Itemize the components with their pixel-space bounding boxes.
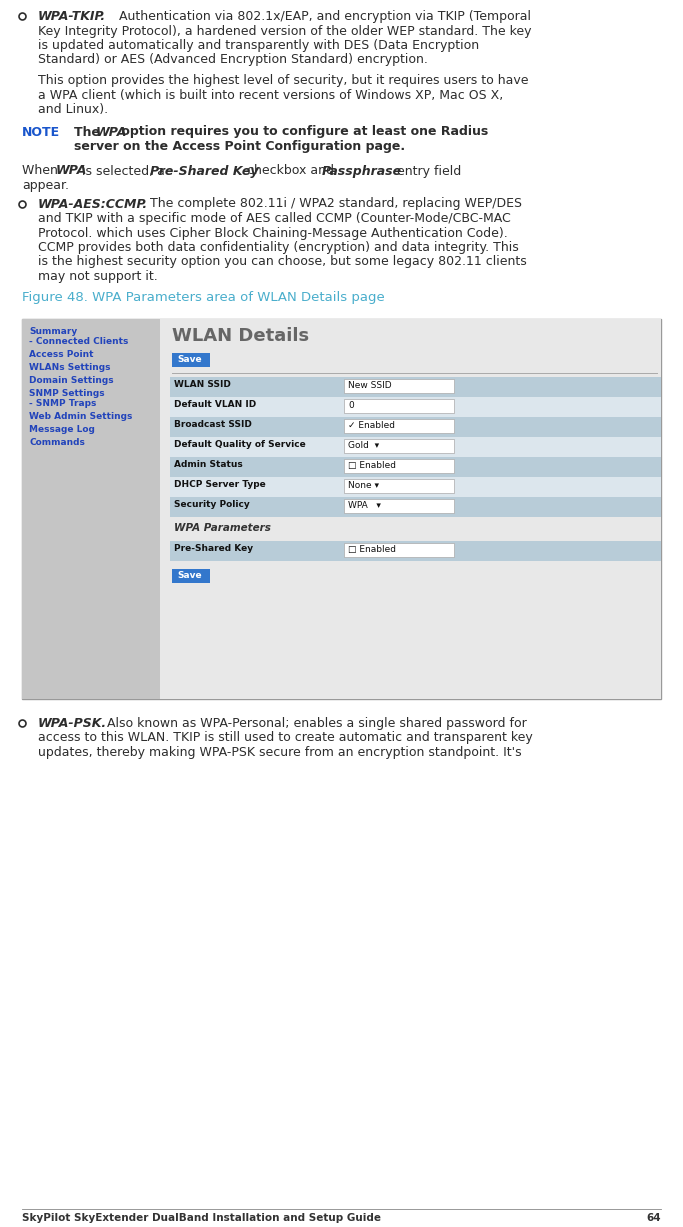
Bar bbox=[344, 459, 454, 472]
Bar bbox=[170, 377, 661, 398]
Text: Summary: Summary bbox=[29, 328, 77, 336]
Text: 0: 0 bbox=[348, 401, 354, 410]
Text: Pre-Shared Key: Pre-Shared Key bbox=[150, 164, 258, 178]
Text: New SSID: New SSID bbox=[348, 382, 391, 390]
Text: The complete 802.11i / WPA2 standard, replacing WEP/DES: The complete 802.11i / WPA2 standard, re… bbox=[146, 198, 522, 211]
Text: SNMP Settings: SNMP Settings bbox=[29, 389, 104, 398]
Text: - Connected Clients: - Connected Clients bbox=[29, 337, 128, 346]
Text: Security Policy: Security Policy bbox=[174, 499, 250, 509]
Bar bbox=[160, 319, 661, 699]
Bar bbox=[344, 499, 454, 513]
Bar bbox=[170, 497, 661, 517]
Text: ✓ Enabled: ✓ Enabled bbox=[348, 421, 395, 429]
Text: Admin Status: Admin Status bbox=[174, 460, 242, 469]
Text: Web Admin Settings: Web Admin Settings bbox=[29, 412, 133, 421]
Bar bbox=[22, 319, 661, 699]
Text: WLANs Settings: WLANs Settings bbox=[29, 363, 111, 372]
Text: Protocol. which uses Cipher Block Chaining-Message Authentication Code).: Protocol. which uses Cipher Block Chaini… bbox=[38, 227, 507, 239]
Text: This option provides the highest level of security, but it requires users to hav: This option provides the highest level o… bbox=[38, 74, 529, 87]
Text: Passphrase: Passphrase bbox=[322, 164, 402, 178]
Text: Authentication via 802.1x/EAP, and encryption via TKIP (Temporal: Authentication via 802.1x/EAP, and encry… bbox=[115, 10, 531, 23]
Text: NOTE: NOTE bbox=[22, 125, 60, 139]
Text: Commands: Commands bbox=[29, 438, 85, 447]
Text: is the highest security option you can choose, but some legacy 802.11 clients: is the highest security option you can c… bbox=[38, 255, 527, 269]
Bar bbox=[170, 398, 661, 417]
Bar bbox=[22, 319, 160, 699]
Text: Standard) or AES (Advanced Encryption Standard) encryption.: Standard) or AES (Advanced Encryption St… bbox=[38, 54, 428, 66]
Text: access to this WLAN. TKIP is still used to create automatic and transparent key: access to this WLAN. TKIP is still used … bbox=[38, 731, 533, 745]
Text: - SNMP Traps: - SNMP Traps bbox=[29, 399, 96, 409]
Bar bbox=[344, 479, 454, 493]
Text: CCMP provides both data confidentiality (encryption) and data integrity. This: CCMP provides both data confidentiality … bbox=[38, 240, 519, 254]
Bar bbox=[344, 379, 454, 393]
Text: Pre-Shared Key: Pre-Shared Key bbox=[174, 544, 253, 553]
Text: WPA-PSK.: WPA-PSK. bbox=[38, 717, 107, 730]
Text: WPA   ▾: WPA ▾ bbox=[348, 501, 381, 510]
Text: entry field: entry field bbox=[393, 164, 461, 178]
Text: Default VLAN ID: Default VLAN ID bbox=[174, 400, 256, 409]
Text: Key Integrity Protocol), a hardened version of the older WEP standard. The key: Key Integrity Protocol), a hardened vers… bbox=[38, 25, 531, 38]
Text: WPA: WPA bbox=[96, 125, 127, 139]
Text: Default Quality of Service: Default Quality of Service bbox=[174, 440, 306, 449]
Text: Access Point: Access Point bbox=[29, 350, 94, 360]
Text: □ Enabled: □ Enabled bbox=[348, 545, 396, 555]
Text: The: The bbox=[74, 125, 104, 139]
Bar bbox=[344, 399, 454, 413]
Bar bbox=[172, 353, 210, 367]
Text: WPA-AES:CCMP.: WPA-AES:CCMP. bbox=[38, 198, 148, 211]
Text: Save: Save bbox=[177, 355, 201, 364]
Text: and TKIP with a specific mode of AES called CCMP (Counter-Mode/CBC-MAC: and TKIP with a specific mode of AES cal… bbox=[38, 212, 511, 225]
Bar bbox=[344, 544, 454, 557]
Text: DHCP Server Type: DHCP Server Type bbox=[174, 480, 266, 490]
Text: is updated automatically and transparently with DES (Data Encryption: is updated automatically and transparent… bbox=[38, 39, 479, 52]
Text: WPA Parameters: WPA Parameters bbox=[174, 523, 271, 533]
Text: None ▾: None ▾ bbox=[348, 481, 379, 490]
Text: may not support it.: may not support it. bbox=[38, 270, 158, 283]
Bar bbox=[170, 541, 661, 561]
Text: Also known as WPA-Personal; enables a single shared password for: Also known as WPA-Personal; enables a si… bbox=[103, 717, 527, 730]
Text: Domain Settings: Domain Settings bbox=[29, 375, 113, 385]
Bar bbox=[170, 477, 661, 497]
Text: option requires you to configure at least one Radius: option requires you to configure at leas… bbox=[117, 125, 488, 139]
Bar bbox=[344, 439, 454, 453]
Text: a WPA client (which is built into recent versions of Windows XP, Mac OS X,: a WPA client (which is built into recent… bbox=[38, 88, 503, 102]
Bar bbox=[344, 418, 454, 433]
Text: WPA-TKIP.: WPA-TKIP. bbox=[38, 10, 106, 23]
Bar bbox=[170, 417, 661, 437]
Text: appear.: appear. bbox=[22, 179, 69, 191]
Text: Figure 48. WPA Parameters area of WLAN Details page: Figure 48. WPA Parameters area of WLAN D… bbox=[22, 291, 385, 303]
Text: 64: 64 bbox=[646, 1214, 661, 1223]
Text: Gold  ▾: Gold ▾ bbox=[348, 440, 379, 450]
Text: updates, thereby making WPA-PSK secure from an encryption standpoint. It's: updates, thereby making WPA-PSK secure f… bbox=[38, 746, 522, 760]
Text: Save: Save bbox=[177, 571, 201, 580]
Text: WLAN Details: WLAN Details bbox=[172, 328, 309, 345]
Bar bbox=[172, 569, 210, 583]
Text: SkyPilot SkyExtender DualBand Installation and Setup Guide: SkyPilot SkyExtender DualBand Installati… bbox=[22, 1214, 381, 1223]
Text: checkbox and: checkbox and bbox=[243, 164, 338, 178]
Text: Message Log: Message Log bbox=[29, 425, 95, 434]
Text: WPA: WPA bbox=[56, 164, 87, 178]
Text: When: When bbox=[22, 164, 62, 178]
Bar bbox=[170, 456, 661, 477]
Text: server on the Access Point Configuration page.: server on the Access Point Configuration… bbox=[74, 140, 405, 153]
Text: Broadcast SSID: Broadcast SSID bbox=[174, 420, 252, 429]
Text: is selected, a: is selected, a bbox=[78, 164, 169, 178]
Text: WLAN SSID: WLAN SSID bbox=[174, 380, 231, 389]
Text: and Linux).: and Linux). bbox=[38, 103, 108, 117]
Text: □ Enabled: □ Enabled bbox=[348, 461, 396, 470]
Bar bbox=[170, 437, 661, 456]
